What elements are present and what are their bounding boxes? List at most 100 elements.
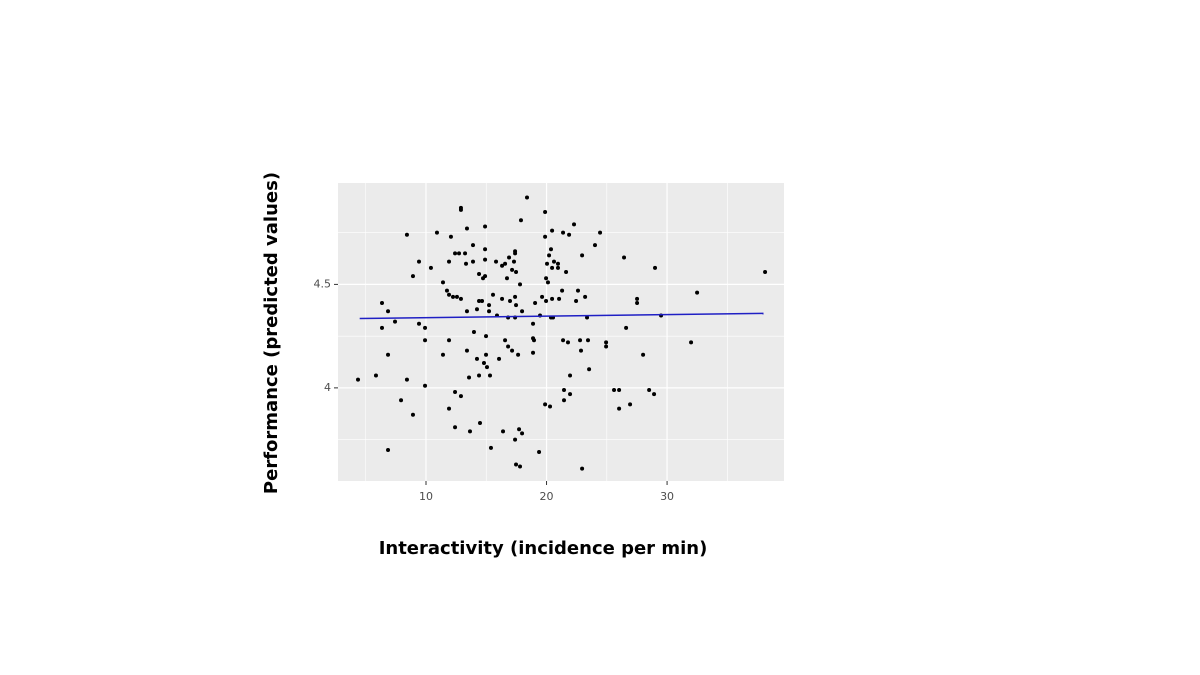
point: [544, 276, 549, 281]
x-tick-label: 20: [540, 490, 554, 503]
point: [410, 274, 415, 279]
point: [440, 280, 445, 285]
point: [514, 462, 519, 467]
point: [544, 298, 549, 303]
point: [506, 344, 511, 349]
point: [399, 398, 404, 403]
point: [552, 259, 557, 264]
point: [508, 298, 513, 303]
point: [467, 375, 472, 380]
point: [560, 288, 565, 293]
point: [531, 350, 536, 355]
point: [440, 352, 445, 357]
point: [471, 330, 476, 334]
point: [548, 247, 553, 252]
x-axis-title: Interactivity (incidence per min): [379, 538, 708, 559]
point: [510, 267, 515, 272]
point: [572, 222, 577, 227]
x-tick-label: 10: [419, 490, 433, 503]
point: [545, 261, 550, 266]
point: [434, 230, 439, 235]
point: [604, 344, 609, 349]
point: [574, 298, 579, 303]
point: [617, 406, 622, 411]
point: [488, 373, 493, 378]
point: [557, 296, 562, 301]
point: [483, 257, 488, 262]
point: [513, 249, 518, 254]
point: [514, 303, 519, 308]
point: [477, 272, 482, 277]
point: [647, 387, 652, 392]
point: [356, 377, 361, 382]
point: [547, 253, 552, 258]
point: [513, 437, 518, 442]
point: [604, 340, 609, 345]
point: [617, 387, 622, 392]
point: [641, 352, 646, 357]
point: [689, 340, 694, 345]
point: [598, 230, 603, 235]
point: [464, 226, 469, 231]
point: [494, 259, 499, 264]
point: [464, 309, 469, 314]
point: [503, 338, 508, 343]
point: [516, 352, 521, 357]
point: [373, 373, 378, 378]
point: [386, 309, 391, 314]
point: [417, 259, 422, 264]
point: [537, 450, 542, 455]
point: [404, 232, 409, 237]
point: [653, 265, 658, 270]
point: [423, 383, 428, 388]
point: [525, 195, 530, 200]
y-tick-label: 4.5: [314, 277, 332, 290]
point: [458, 296, 463, 301]
point: [622, 255, 627, 260]
point: [450, 294, 455, 299]
point: [497, 356, 502, 361]
point: [510, 348, 515, 353]
point: [545, 280, 550, 285]
point: [517, 427, 522, 432]
point: [695, 290, 700, 295]
point: [587, 367, 592, 372]
point: [583, 294, 588, 299]
point: [561, 338, 566, 343]
point: [423, 338, 428, 343]
point: [471, 259, 476, 264]
point: [531, 321, 536, 326]
point: [477, 373, 482, 378]
point: [592, 243, 597, 248]
point: [488, 445, 493, 450]
point: [447, 292, 452, 297]
point: [555, 261, 560, 266]
point: [504, 276, 509, 281]
point: [550, 265, 555, 270]
point: [567, 232, 572, 237]
point: [458, 394, 463, 399]
point: [483, 224, 488, 229]
plot-panel: [338, 183, 784, 481]
point: [531, 338, 536, 343]
point: [474, 356, 479, 361]
point: [568, 373, 573, 378]
point: [543, 402, 548, 407]
point: [507, 255, 512, 260]
point: [448, 234, 453, 239]
point: [564, 269, 569, 274]
point: [453, 425, 458, 430]
point: [568, 392, 573, 397]
point: [612, 387, 617, 392]
point: [628, 402, 633, 407]
point: [457, 251, 462, 256]
point: [417, 321, 422, 326]
point: [487, 303, 492, 308]
point: [586, 338, 591, 343]
point: [454, 294, 459, 299]
point: [447, 259, 452, 264]
point: [652, 392, 657, 397]
point: [477, 298, 482, 303]
point: [481, 361, 486, 366]
